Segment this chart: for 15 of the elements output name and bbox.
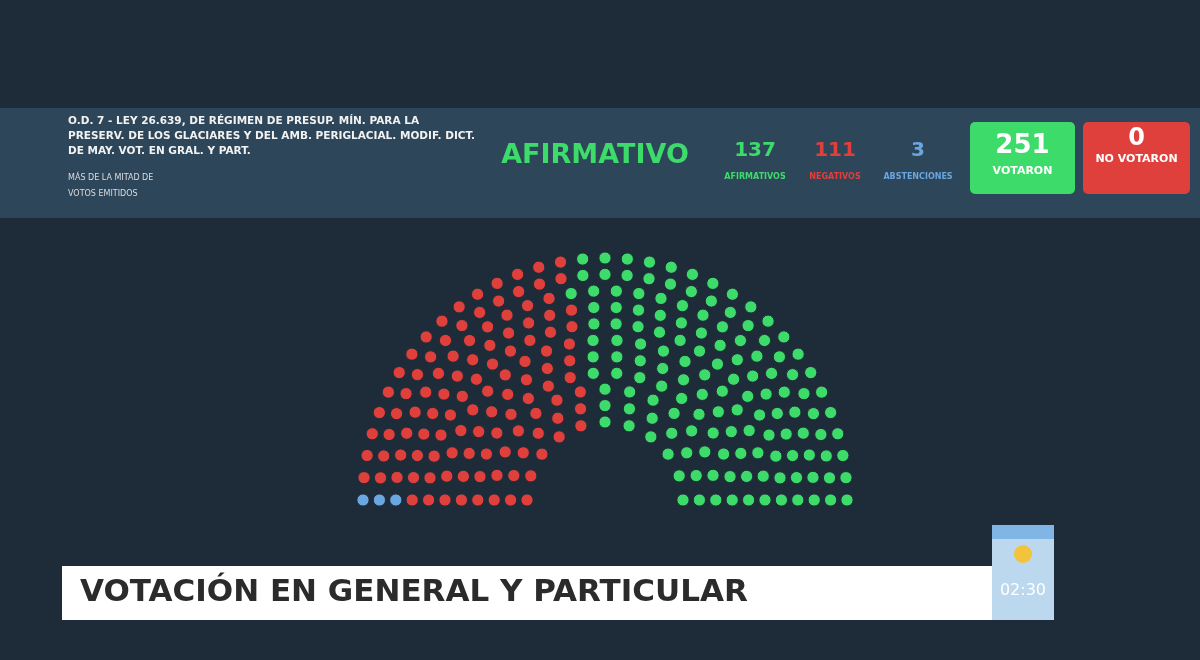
text: 251 [994,129,1051,159]
data-label: 3 [911,137,925,161]
category-label: AFIRMATIVOS [724,172,786,181]
text: 02:30 [998,580,1048,599]
data-label: 137 [734,137,776,161]
text: VOTACIÓN EN GENERAL Y PARTICULAR [80,572,748,608]
text: NO VOTARON [1094,152,1179,166]
text: MÁS DE LA MITAD DE VOTOS EMITIDOS [68,170,155,200]
category-label: ABSTENCIONES [883,172,953,181]
category-label: NEGATIVOS [809,172,861,181]
text: VOTARON [991,163,1054,177]
text: AFIRMATIVO [501,138,689,169]
text: 0 [1127,123,1146,151]
text: O.D. 7 - LEY 26.639, DE RÉGIMEN DE PRESUP. MÍN. PARA LA PRESERV. DE LOS GLACIARES Y DEL AMB. PERIGLACIAL. MODIF. DICT. DE MAY. VOT. EN GRAL. Y PART. [68,113,477,158]
data-label: 111 [814,137,856,161]
